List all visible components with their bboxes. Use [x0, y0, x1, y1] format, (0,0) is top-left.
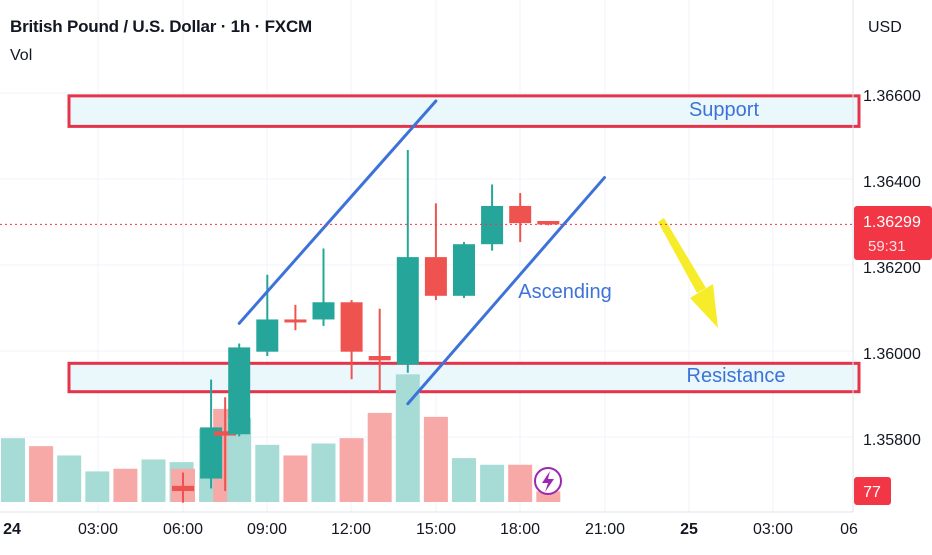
resistance-zone	[67, 361, 861, 394]
candle-body	[228, 347, 251, 435]
volume-bar	[29, 446, 54, 502]
current-price-badge	[854, 206, 932, 260]
volume-bar	[508, 464, 533, 502]
volume-bar	[367, 412, 392, 502]
candle-body	[537, 220, 560, 225]
volume-bar	[57, 455, 82, 502]
time-label: 18:00	[500, 521, 540, 538]
channel-line	[406, 176, 606, 406]
volume-bar	[480, 464, 505, 502]
candlesticks	[172, 150, 560, 503]
price-tick: 1.36200	[863, 260, 921, 277]
chart-title[interactable]: British Pound / U.S. Dollar · 1h · FXCM	[10, 17, 312, 36]
candle-body	[200, 427, 223, 479]
time-label: 03:00	[753, 521, 793, 538]
ascending-label: Ascending	[518, 281, 611, 303]
time-label: 24	[3, 521, 21, 538]
current-price-value: 1.36299	[863, 214, 921, 231]
time-label: 06	[840, 521, 858, 538]
resistance-label: Resistance	[687, 365, 786, 387]
candle-body	[312, 302, 335, 320]
volume-bar	[1, 438, 25, 502]
price-tick: 1.36000	[863, 346, 921, 363]
replay-button[interactable]	[534, 467, 562, 495]
countdown-value: 59:31	[868, 238, 906, 255]
time-axis[interactable]: 24 03:00 06:00 09:00 12:00 15:00 18:00 2…	[0, 511, 858, 538]
time-label: 25	[680, 521, 698, 538]
candle-body	[172, 485, 194, 492]
candle-body	[368, 356, 391, 361]
currency-label[interactable]: USD	[868, 19, 902, 36]
volume-bars	[1, 374, 561, 502]
volume-value: 77	[863, 484, 881, 501]
volume-bar	[113, 468, 138, 502]
support-label: Support	[689, 99, 759, 121]
candle-body	[284, 319, 307, 323]
lightning-bolt-icon	[542, 471, 554, 492]
volume-bar	[311, 443, 336, 502]
volume-bar	[452, 458, 476, 502]
time-label: 12:00	[331, 521, 371, 538]
candle-body	[481, 205, 504, 245]
support-zone	[67, 94, 861, 128]
volume-badge	[854, 477, 891, 505]
volume-bar	[85, 471, 110, 502]
ascending-channel	[237, 99, 606, 406]
volume-indicator-label[interactable]: Vol	[10, 47, 33, 64]
volume-bar	[339, 438, 364, 502]
candle-body	[396, 257, 419, 365]
arrow-shaft	[658, 218, 706, 293]
channel-line	[237, 99, 438, 325]
candle-body	[256, 319, 279, 352]
arrow-head-icon	[690, 284, 718, 328]
time-label: 15:00	[416, 521, 456, 538]
candle-body	[424, 257, 447, 296]
volume-bar	[536, 491, 561, 502]
time-label: 03:00	[78, 521, 118, 538]
price-tick: 1.36400	[863, 174, 921, 191]
candle-body	[509, 205, 532, 224]
price-tick: 1.36600	[863, 88, 921, 105]
candle-body	[340, 302, 363, 352]
annotation-labels: Support Resistance Ascending	[518, 99, 785, 387]
volume-bar	[255, 444, 280, 502]
time-label: 06:00	[163, 521, 203, 538]
volume-bar	[283, 455, 308, 502]
candle-body	[214, 431, 237, 436]
down-arrow	[658, 218, 718, 328]
zones-layer	[67, 94, 861, 394]
volume-bar	[141, 459, 166, 502]
volume-bar	[423, 416, 448, 502]
time-label: 21:00	[585, 521, 625, 538]
candle-body	[453, 244, 475, 296]
time-label: 09:00	[247, 521, 287, 538]
price-tick: 1.35800	[863, 432, 921, 449]
price-scale[interactable]: 1.36600 1.36400 1.36200 1.36000 1.35800 …	[852, 0, 932, 512]
